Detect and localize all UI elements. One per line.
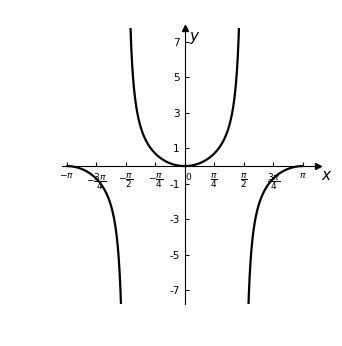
Text: $y$: $y$ [189,30,201,46]
Text: $x$: $x$ [321,169,333,183]
